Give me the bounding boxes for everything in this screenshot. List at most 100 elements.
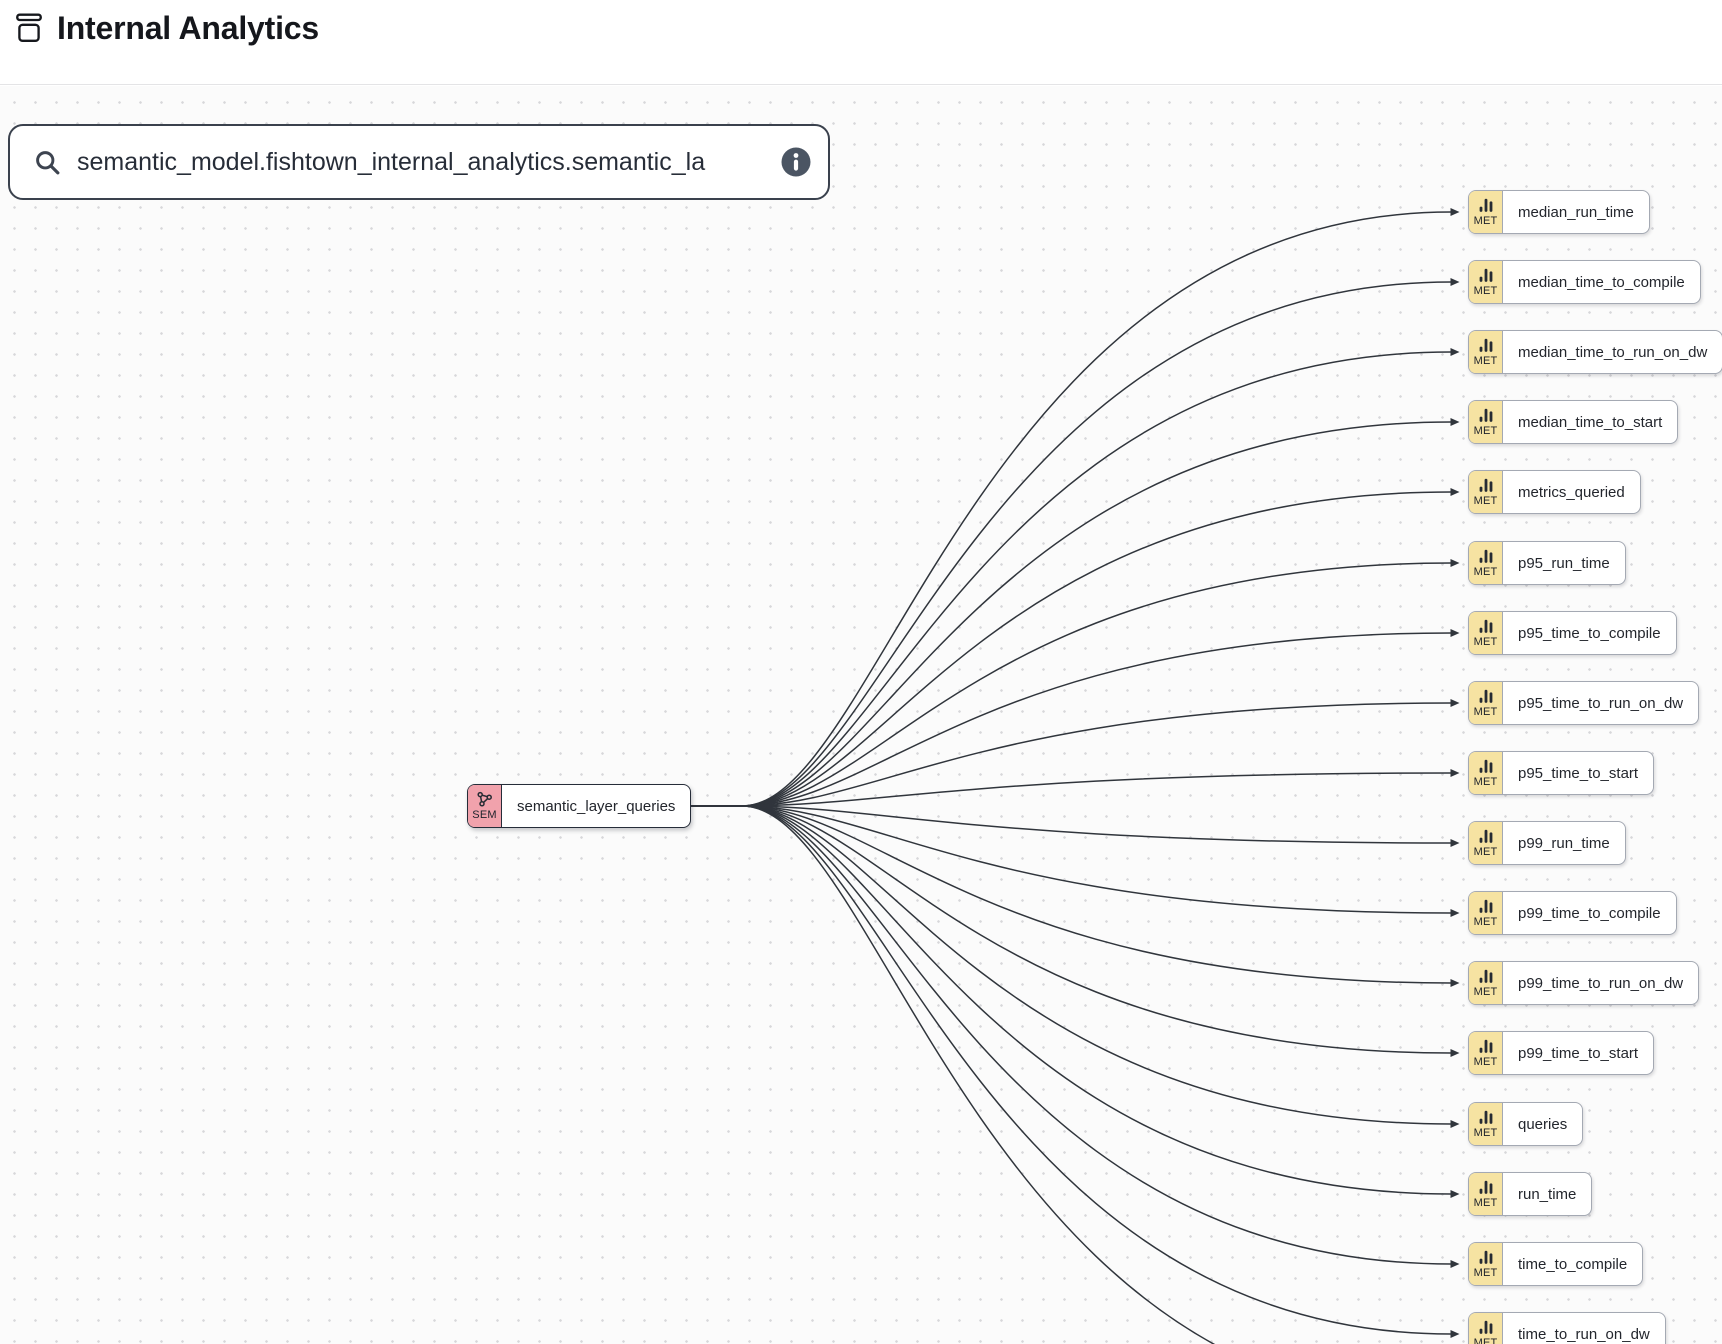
lineage-nodes: SEM semantic_layer_queries MET median_ru…	[0, 86, 1722, 1344]
database-icon	[16, 13, 42, 42]
search-icon	[36, 150, 60, 174]
search-input[interactable]	[77, 147, 764, 177]
bar-chart-icon	[1479, 689, 1492, 703]
bar-chart-icon	[1479, 1180, 1492, 1194]
bar-chart-icon	[1479, 198, 1492, 212]
node-label: median_run_time	[1503, 191, 1649, 233]
metric-node[interactable]: MET metrics_queried	[1468, 470, 1641, 514]
metric-node[interactable]: MET time_to_compile	[1468, 1242, 1644, 1286]
node-label: p99_time_to_start	[1503, 1032, 1654, 1074]
metric-node[interactable]: MET median_time_to_start	[1468, 400, 1679, 444]
node-label: p95_run_time	[1503, 542, 1625, 584]
metric-node[interactable]: MET queries	[1468, 1102, 1584, 1146]
node-label: semantic_layer_queries	[502, 785, 691, 827]
bar-chart-icon	[1479, 1250, 1492, 1264]
share-network-icon	[477, 791, 492, 807]
metric-badge: MET	[1469, 822, 1503, 864]
badge-label: MET	[1473, 915, 1498, 928]
bar-chart-icon	[1479, 549, 1492, 563]
badge-label: MET	[1473, 565, 1498, 578]
metric-badge: MET	[1469, 1173, 1503, 1215]
metric-node[interactable]: MET run_time	[1468, 1172, 1593, 1216]
bar-chart-icon	[1479, 408, 1492, 422]
metric-badge: MET	[1469, 1032, 1503, 1074]
metric-badge: MET	[1469, 261, 1503, 303]
metric-node[interactable]: MET p99_run_time	[1468, 821, 1626, 865]
bar-chart-icon	[1479, 1320, 1492, 1334]
metric-node[interactable]: MET time_to_run_on_dw	[1468, 1312, 1666, 1344]
node-label: time_to_run_on_dw	[1503, 1313, 1665, 1344]
metric-badge: MET	[1469, 682, 1503, 724]
badge-label: MET	[1473, 354, 1498, 367]
metric-node[interactable]: MET p95_time_to_start	[1468, 751, 1655, 795]
metric-node[interactable]: MET p99_time_to_compile	[1468, 891, 1677, 935]
badge-label: MET	[1473, 1266, 1498, 1279]
bar-chart-icon	[1479, 969, 1492, 983]
badge-label: MET	[1473, 985, 1498, 998]
metric-badge: MET	[1469, 752, 1503, 794]
badge-label: MET	[1473, 1126, 1498, 1139]
node-label: p99_time_to_run_on_dw	[1503, 962, 1699, 1004]
metric-badge: MET	[1469, 542, 1503, 584]
badge-label: MET	[1473, 635, 1498, 648]
badge-label: MET	[1473, 775, 1498, 788]
node-label: p99_time_to_compile	[1503, 892, 1676, 934]
node-label: metrics_queried	[1503, 471, 1640, 513]
node-label: run_time	[1503, 1173, 1592, 1215]
badge-label: MET	[1473, 214, 1498, 227]
metric-node[interactable]: MET p99_time_to_run_on_dw	[1468, 961, 1700, 1005]
metric-node[interactable]: MET p95_time_to_run_on_dw	[1468, 681, 1700, 725]
badge-label: MET	[1473, 494, 1498, 507]
bar-chart-icon	[1479, 829, 1492, 843]
badge-label: MET	[1473, 1055, 1498, 1068]
info-icon	[781, 147, 811, 177]
metric-badge: MET	[1469, 191, 1503, 233]
node-label: median_time_to_compile	[1503, 261, 1700, 303]
semantic-model-node[interactable]: SEM semantic_layer_queries	[467, 784, 692, 828]
metric-node[interactable]: MET median_time_to_compile	[1468, 260, 1701, 304]
metric-badge: MET	[1469, 612, 1503, 654]
app-header: Internal Analytics	[0, 0, 1722, 85]
node-label: time_to_compile	[1503, 1243, 1643, 1285]
badge-label: MET	[1473, 284, 1498, 297]
bar-chart-icon	[1479, 899, 1492, 913]
page-title: Internal Analytics	[57, 9, 319, 46]
metric-node[interactable]: MET p99_time_to_start	[1468, 1031, 1655, 1075]
badge-label: MET	[1473, 424, 1498, 437]
metric-node[interactable]: MET p95_time_to_compile	[1468, 611, 1677, 655]
node-label: p95_time_to_run_on_dw	[1503, 682, 1699, 724]
metric-node[interactable]: MET median_run_time	[1468, 190, 1650, 234]
bar-chart-icon	[1479, 1039, 1492, 1053]
metric-badge: MET	[1469, 1103, 1503, 1145]
bar-chart-icon	[1479, 268, 1492, 282]
bar-chart-icon	[1479, 619, 1492, 633]
metric-node[interactable]: MET p95_run_time	[1468, 541, 1626, 585]
node-label: median_time_to_start	[1503, 401, 1678, 443]
badge-label: MET	[1473, 845, 1498, 858]
metric-badge: MET	[1469, 401, 1503, 443]
badge-label: MET	[1473, 705, 1498, 718]
metric-badge: MET	[1469, 331, 1503, 373]
node-label: p95_time_to_compile	[1503, 612, 1676, 654]
bar-chart-icon	[1479, 478, 1492, 492]
badge-label: MET	[1473, 1196, 1498, 1209]
metric-badge: MET	[1469, 962, 1503, 1004]
node-label: queries	[1503, 1103, 1583, 1145]
metric-badge: MET	[1469, 471, 1503, 513]
metric-badge: MET	[1469, 1313, 1503, 1344]
badge-label: MET	[1473, 1336, 1498, 1344]
node-label: median_time_to_run_on_dw	[1503, 331, 1722, 373]
bar-chart-icon	[1479, 759, 1492, 773]
bar-chart-icon	[1479, 338, 1492, 352]
metric-badge: MET	[1469, 892, 1503, 934]
lineage-canvas[interactable]: SEM semantic_layer_queries MET median_ru…	[0, 86, 1722, 1344]
info-button[interactable]	[780, 146, 812, 178]
node-label: p99_run_time	[1503, 822, 1625, 864]
badge-label: SEM	[472, 809, 497, 821]
metric-badge: MET	[1469, 1243, 1503, 1285]
metric-node[interactable]: MET median_time_to_run_on_dw	[1468, 330, 1722, 374]
node-label: p95_time_to_start	[1503, 752, 1654, 794]
semantic-model-badge: SEM	[468, 785, 502, 827]
graph-search-bar	[8, 124, 830, 200]
